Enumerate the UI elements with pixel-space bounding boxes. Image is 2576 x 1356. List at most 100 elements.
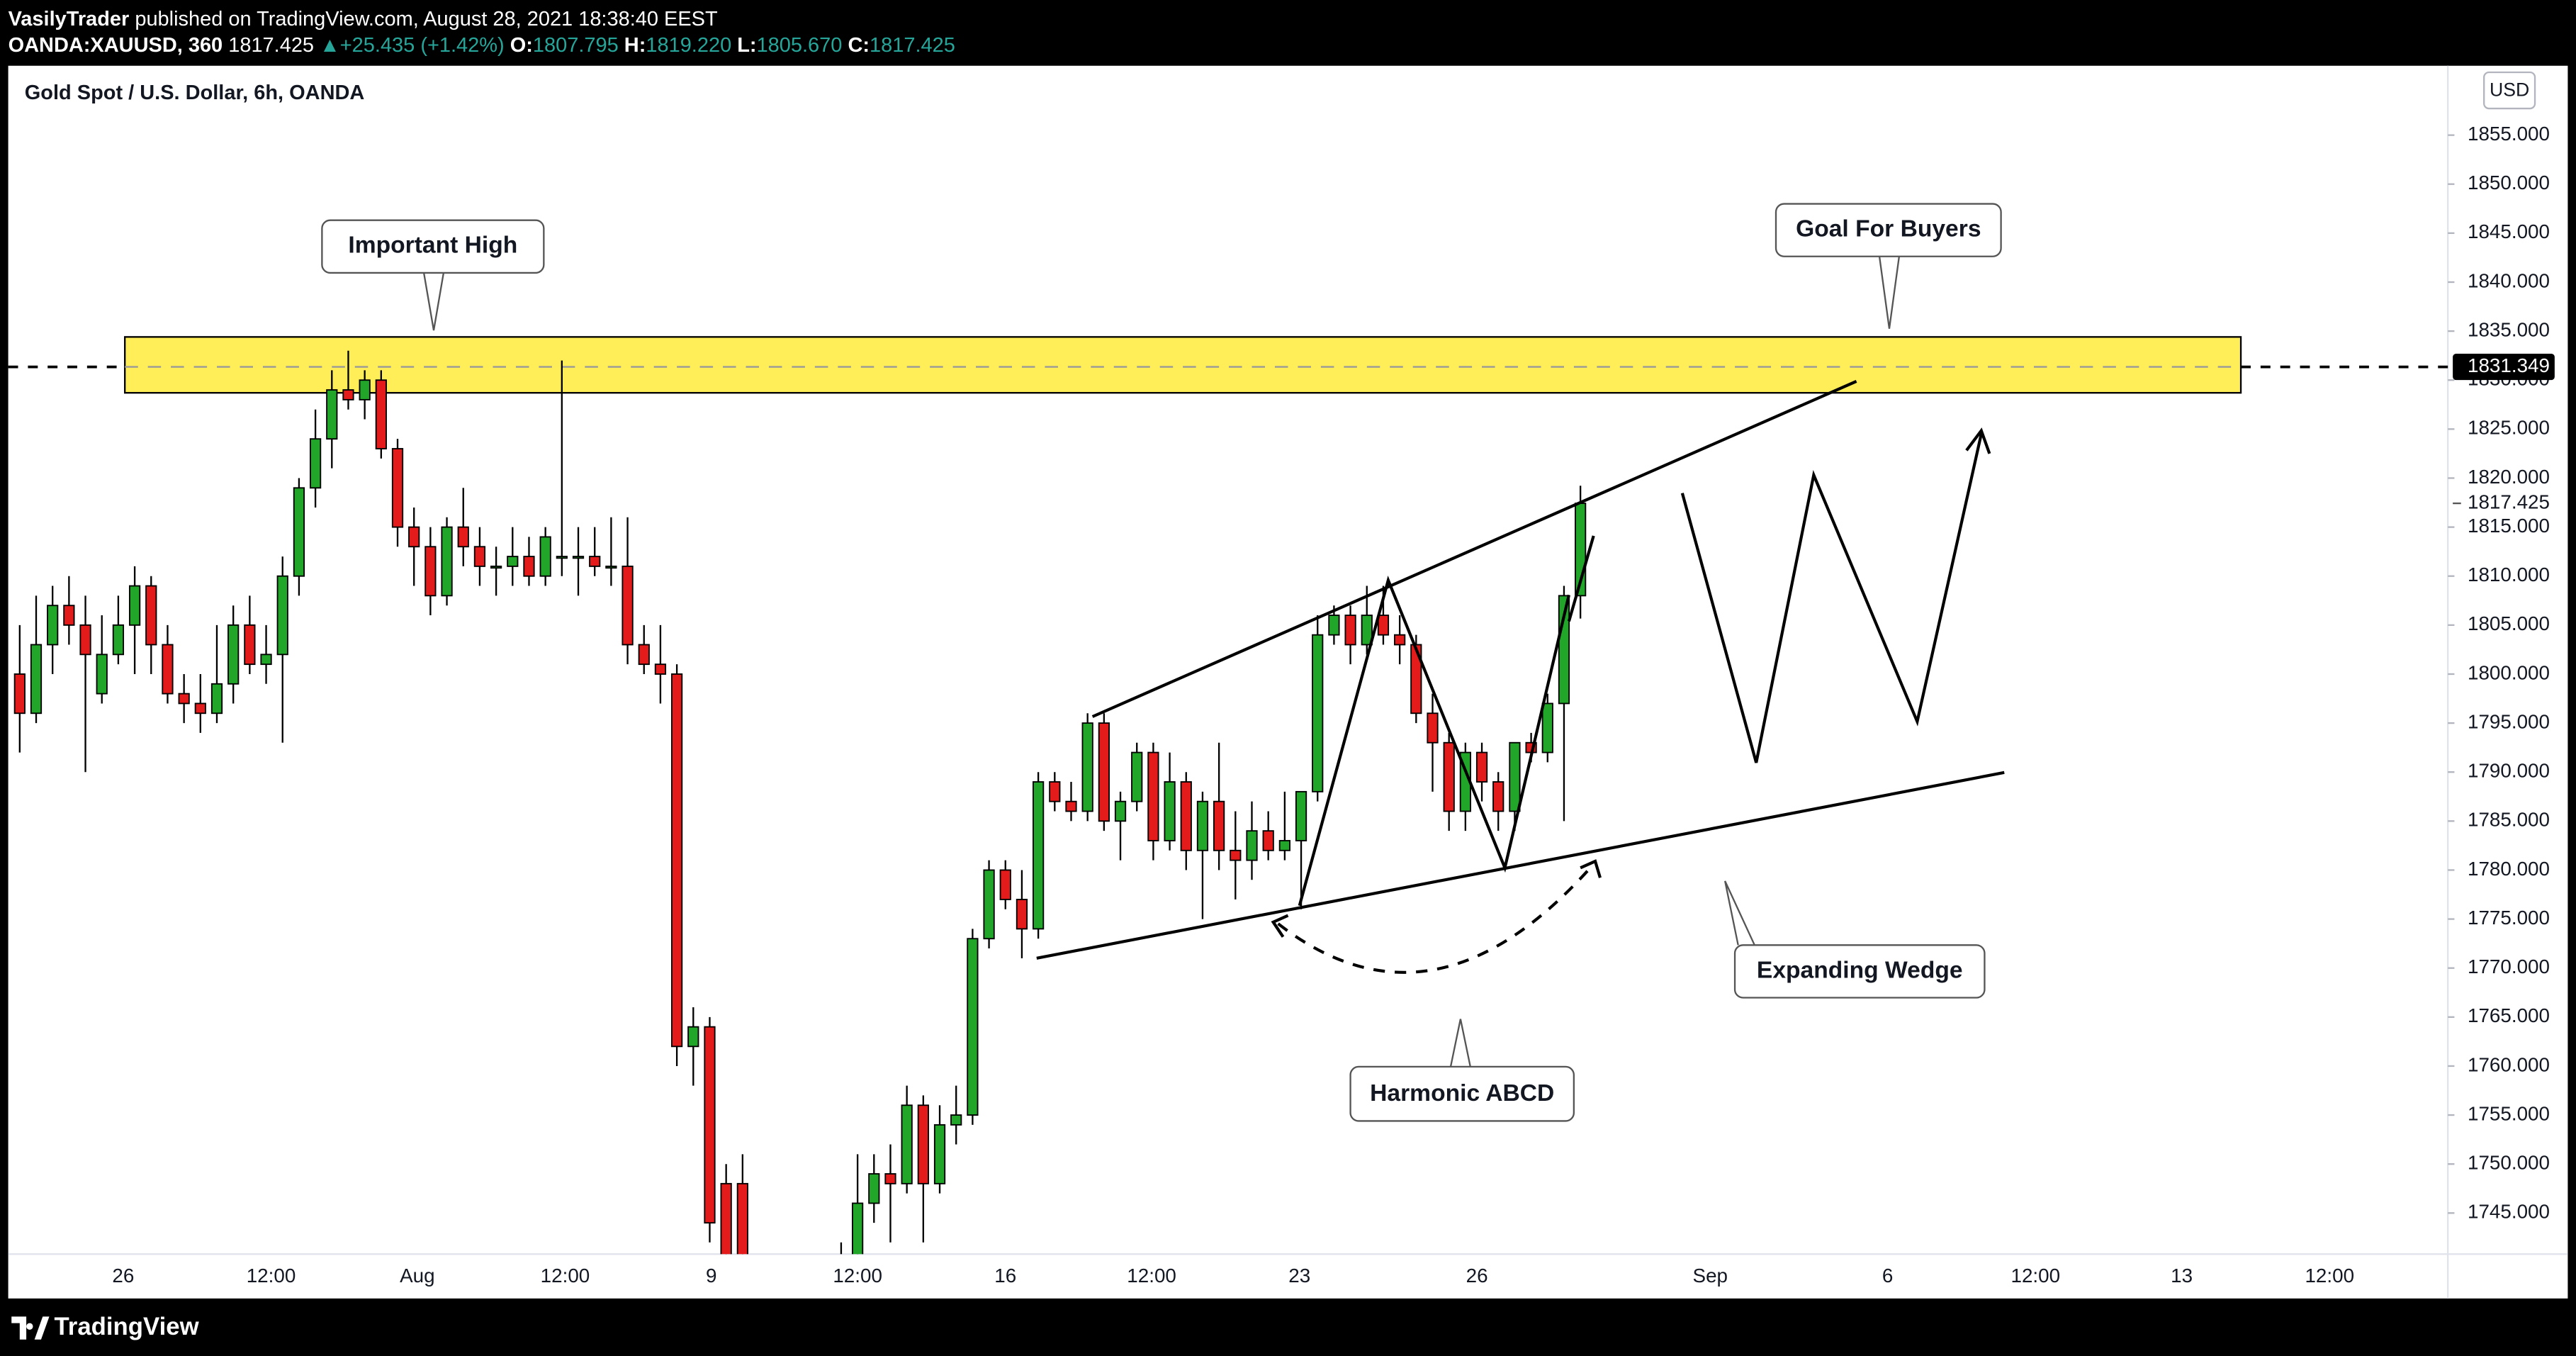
candle-body — [1262, 830, 1274, 851]
candle-body — [1541, 702, 1553, 753]
callout-pointer — [1449, 1019, 1471, 1068]
candle-body — [638, 644, 650, 666]
symbol: OANDA:XAUUSD, 360 — [9, 34, 223, 57]
candle-body — [276, 575, 288, 656]
candle-body — [1509, 741, 1521, 812]
candle-body — [1098, 722, 1110, 822]
change-arrow: ▲ — [320, 34, 340, 57]
callout-pointer — [1724, 880, 1755, 946]
close-value: 1817.425 — [870, 34, 955, 57]
arc-arrow-left — [1271, 914, 1289, 938]
abcd-pattern — [1298, 576, 1570, 907]
brand: TradingView — [55, 1313, 200, 1340]
x-tick-label: Aug — [400, 1265, 434, 1287]
candle-body — [145, 585, 157, 646]
candle-body — [539, 536, 551, 577]
candle-body — [1492, 781, 1504, 812]
candle-body — [621, 565, 634, 646]
candle-body — [1443, 741, 1455, 812]
wedge-lower — [1036, 771, 2005, 960]
candle-body — [1230, 849, 1242, 861]
candle-body — [654, 663, 667, 675]
y-tick-label: 1785.000 — [2468, 809, 2550, 831]
candle-body — [1164, 781, 1176, 841]
y-tick-label: 1820.000 — [2468, 466, 2550, 488]
callout-box — [321, 219, 545, 274]
last-price-label: 1817.425 — [2468, 491, 2550, 512]
axes: 1745.000 1750.000 1755.000 1760.000 1765.000… — [8, 123, 2555, 1287]
candle-body — [96, 654, 108, 695]
projection-path — [1680, 433, 1983, 763]
projection-arrow — [1965, 427, 1991, 454]
y-tick-label: 1750.000 — [2468, 1152, 2550, 1174]
open-label: O: — [510, 34, 533, 57]
x-tick-label: 26 — [1466, 1265, 1488, 1287]
high-label: H: — [624, 34, 646, 57]
x-tick-label: 12:00 — [1127, 1265, 1176, 1287]
candle-body — [79, 624, 91, 656]
y-tick-label: 1845.000 — [2468, 220, 2550, 242]
candle-body — [572, 556, 585, 559]
chart-title: Gold Spot / U.S. Dollar, 6h, OANDA — [25, 82, 365, 104]
open-value: 1807.795 — [533, 34, 619, 57]
candle-body — [1410, 644, 1422, 715]
y-tick-label: 1745.000 — [2468, 1201, 2550, 1223]
candle-body — [1278, 840, 1290, 851]
y-tick-label: 1765.000 — [2468, 1004, 2550, 1026]
candle-body — [408, 526, 420, 548]
y-tick-label: 1760.000 — [2468, 1053, 2550, 1075]
annotation: Important High — [348, 232, 517, 259]
resistance-zone — [124, 336, 2242, 394]
candle-body — [868, 1173, 880, 1204]
candle-body — [523, 556, 535, 577]
low-label: L: — [737, 34, 756, 57]
candle-body — [342, 389, 354, 400]
x-tick-label: 12:00 — [247, 1265, 296, 1287]
candle-body — [293, 487, 305, 577]
candle-body — [1180, 781, 1192, 851]
candle-body — [359, 379, 371, 400]
candle-body — [490, 565, 502, 569]
y-tick-label: 1825.000 — [2468, 417, 2550, 439]
y-tick-label: 1835.000 — [2468, 318, 2550, 340]
candle-body — [1427, 712, 1439, 744]
y-tick-label: 1755.000 — [2468, 1102, 2550, 1124]
candle-body — [178, 693, 190, 705]
candle-body — [1016, 899, 1028, 930]
currency: USD — [2490, 79, 2529, 101]
candle-body — [1196, 800, 1209, 851]
annotation: Harmonic ABCD — [1370, 1080, 1554, 1106]
candle-body — [227, 624, 240, 685]
candle-body — [128, 585, 141, 626]
candle-body — [1361, 615, 1373, 646]
candle-body — [424, 546, 437, 597]
y-tick-label: 1790.000 — [2468, 760, 2550, 782]
logo-icon — [11, 1316, 50, 1340]
y-tick-label: 1855.000 — [2468, 123, 2550, 145]
x-tick-label: 26 — [112, 1265, 134, 1287]
close-label: C: — [848, 34, 870, 57]
abcd-arc — [1277, 866, 1592, 974]
candle-body — [1131, 751, 1143, 802]
candle-body — [13, 673, 26, 715]
callout-box — [1774, 203, 2002, 257]
callout-box — [1349, 1065, 1575, 1122]
wedge-extension — [1567, 535, 1595, 622]
candle-body — [473, 546, 486, 567]
x-tick-label: 16 — [994, 1265, 1016, 1287]
plot — [124, 336, 2242, 394]
last-price-mask — [2453, 491, 2555, 515]
last-price: 1817.425 — [228, 34, 314, 57]
candle-body — [112, 624, 125, 656]
candle-body — [1328, 615, 1340, 636]
callout-box — [1733, 944, 1986, 999]
candle-body — [967, 938, 979, 1116]
candle-body — [326, 389, 338, 440]
candle-body — [917, 1104, 929, 1184]
publisher-line: VasilyTrader published on TradingView.co… — [9, 7, 718, 30]
change: +25.435 (+1.42%) — [340, 34, 505, 57]
candle-body — [589, 556, 601, 567]
candle-body — [507, 556, 519, 567]
y-tick-label: 1810.000 — [2468, 564, 2550, 585]
candle-body — [457, 526, 469, 548]
